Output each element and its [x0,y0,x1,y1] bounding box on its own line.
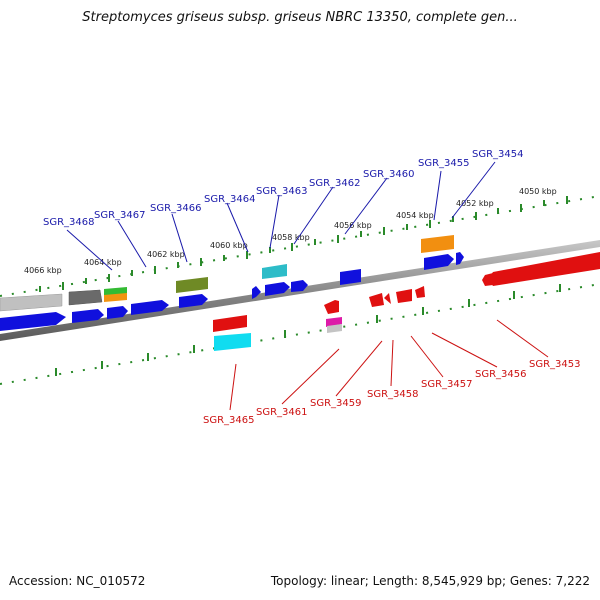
top-gene-labels: SGR_3468 SGR_3467 SGR_3466 SGR_3464 SGR_… [43,149,524,228]
gene-block-orange-small[interactable] [104,293,127,302]
bottom-gene-labels: SGR_3465 SGR_3461 SGR_3459 SGR_3458 SGR_… [203,359,581,426]
gene-label-sgr-3453[interactable]: SGR_3453 [529,359,581,370]
gene-block-gray-bottom[interactable] [327,324,342,333]
gene-arrow-blue-8[interactable] [340,269,361,285]
gene-arrow-blue-2[interactable] [72,309,104,323]
gene-block-gray-light[interactable] [0,293,63,312]
kbp-label-4060: 4060 kbp [210,241,248,250]
gene-arrow-blue-7[interactable] [291,280,308,292]
kbp-label-4050: 4050 kbp [519,187,557,196]
gene-block-magenta[interactable] [326,317,342,327]
kbp-label-4056: 4056 kbp [334,221,372,230]
gene-label-sgr-3462[interactable]: SGR_3462 [309,178,361,189]
kbp-label-4066: 4066 kbp [24,266,62,275]
gene-block-red-left[interactable] [213,315,247,332]
gene-arrow-blue-4[interactable] [131,300,169,315]
gene-arrow-blue-small[interactable] [252,286,261,299]
kbp-label-4062: 4062 kbp [147,250,185,259]
gene-arrow-red-3456[interactable] [415,286,425,298]
genome-summary-text: Topology: linear; Length: 8,545,929 bp; … [270,574,590,588]
gene-block-cyan-bottom[interactable] [214,333,251,351]
gene-label-sgr-3461[interactable]: SGR_3461 [256,407,308,418]
gene-label-sgr-3466[interactable]: SGR_3466 [150,203,202,214]
forward-genes-blue[interactable] [0,252,464,331]
gene-arrow-red-3461[interactable] [324,300,339,314]
gene-arrow-red-large[interactable] [488,252,600,286]
gene-arrow-blue-9[interactable] [424,254,454,270]
forward-genes-upper[interactable] [0,235,454,312]
gene-block-orange[interactable] [421,235,454,253]
gene-block-cyan-top[interactable] [262,264,287,279]
gene-label-sgr-3467[interactable]: SGR_3467 [94,210,146,221]
gene-block-olive[interactable] [176,277,208,293]
bottom-callouts [229,319,549,411]
gene-arrow-red-3459[interactable] [369,293,384,307]
gene-arrow-red-3458[interactable] [384,293,391,304]
gene-label-sgr-3465[interactable]: SGR_3465 [203,415,255,426]
gene-arrow-red-small-right[interactable] [482,273,493,286]
gene-arrow-red-3457[interactable] [396,289,412,303]
gene-label-sgr-3458[interactable]: SGR_3458 [367,389,419,400]
gene-label-sgr-3457[interactable]: SGR_3457 [421,379,473,390]
gene-arrow-blue-10[interactable] [456,252,464,265]
gene-label-sgr-3459[interactable]: SGR_3459 [310,398,362,409]
gene-arrow-blue-5[interactable] [179,294,208,308]
top-callouts [66,161,496,271]
gene-label-sgr-3455[interactable]: SGR_3455 [418,158,470,169]
gene-label-sgr-3463[interactable]: SGR_3463 [256,186,308,197]
gene-arrow-blue-3[interactable] [107,306,128,319]
gene-label-sgr-3468[interactable]: SGR_3468 [43,217,95,228]
kbp-label-4052: 4052 kbp [456,199,494,208]
gene-label-sgr-3454[interactable]: SGR_3454 [472,149,524,160]
reverse-genes[interactable] [213,252,600,351]
genome-title: Streptomyces griseus subsp. griseus NBRC… [82,10,518,25]
gene-label-sgr-3460[interactable]: SGR_3460 [363,169,415,180]
gene-label-sgr-3464[interactable]: SGR_3464 [204,194,256,205]
gene-arrow-blue-1[interactable] [0,312,66,331]
accession-text: Accession: NC_010572 [9,574,146,588]
kbp-label-4054: 4054 kbp [396,211,434,220]
kbp-label-4058: 4058 kbp [272,233,310,242]
gene-arrow-blue-6[interactable] [265,282,290,296]
gene-block-gray-dark[interactable] [68,289,103,306]
gene-label-sgr-3456[interactable]: SGR_3456 [475,369,527,380]
